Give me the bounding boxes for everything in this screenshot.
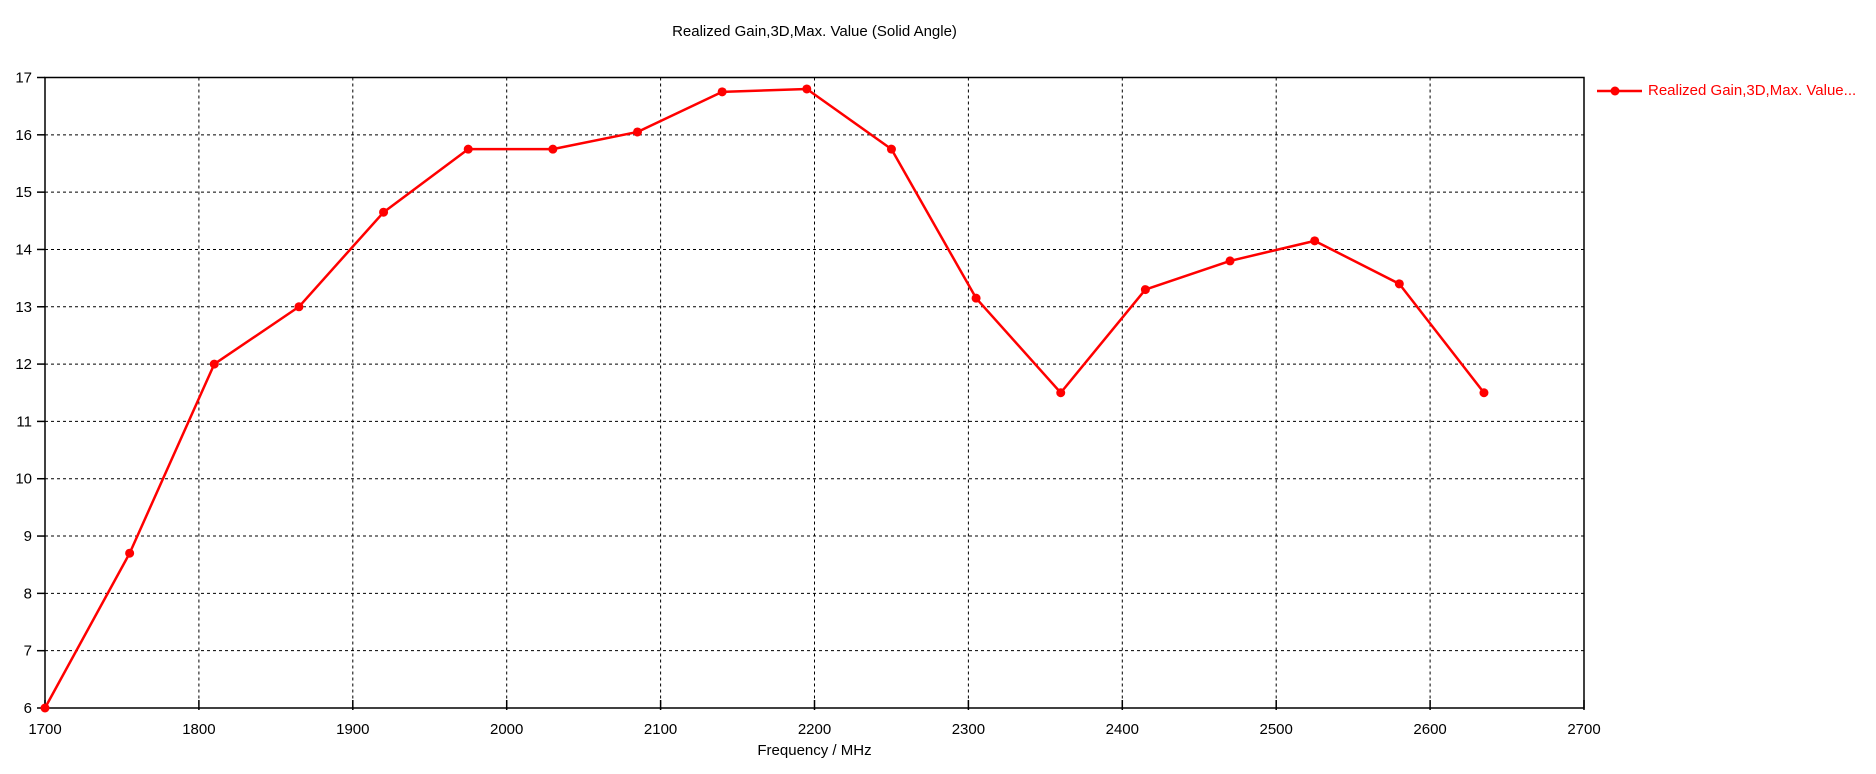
- data-point-marker: [1056, 388, 1066, 398]
- y-tick-label: 15: [15, 184, 32, 201]
- x-tick-label: 2400: [1106, 721, 1139, 738]
- x-tick-label: 1700: [28, 721, 61, 738]
- x-tick-label: 2700: [1567, 721, 1600, 738]
- data-point-marker: [1394, 279, 1404, 289]
- x-tick-label: 2100: [644, 721, 677, 738]
- x-tick-label: 2000: [490, 721, 523, 738]
- x-tick-label: 2300: [952, 721, 985, 738]
- data-point-marker: [1225, 256, 1235, 266]
- data-point-marker: [1479, 388, 1489, 398]
- legend-marker-icon: [1597, 86, 1642, 95]
- data-point-marker: [1310, 236, 1320, 246]
- x-tick-label: 2200: [798, 721, 831, 738]
- series-line: [43, 87, 1485, 709]
- legend-label: Realized Gain,3D,Max. Value...: [1648, 82, 1857, 99]
- data-point-marker: [379, 207, 389, 217]
- data-point-marker: [971, 293, 981, 303]
- chart-title: Realized Gain,3D,Max. Value (Solid Angle…: [672, 23, 957, 40]
- y-tick-label: 11: [16, 413, 32, 430]
- x-tick-label: 2600: [1413, 721, 1446, 738]
- data-point-marker: [125, 548, 135, 558]
- legend: Realized Gain,3D,Max. Value...: [1597, 82, 1856, 99]
- data-point-marker: [633, 127, 643, 137]
- y-tick-label: 12: [15, 356, 32, 373]
- y-tick-label: 7: [24, 643, 32, 660]
- y-tick-label: 17: [15, 70, 32, 87]
- y-tick-label: 8: [24, 585, 32, 602]
- data-point-marker: [40, 703, 50, 713]
- data-point-marker: [717, 87, 727, 97]
- data-point-marker: [294, 302, 304, 312]
- data-point-marker: [802, 84, 812, 94]
- x-tick-label: 1900: [336, 721, 369, 738]
- y-tick-label: 13: [15, 299, 32, 316]
- data-point-marker: [886, 144, 896, 154]
- y-tick-label: 6: [24, 700, 32, 717]
- y-tick-label: 16: [15, 127, 32, 144]
- data-point-marker: [548, 144, 558, 154]
- y-tick-label: 14: [15, 241, 32, 258]
- data-point-marker: [209, 359, 219, 369]
- x-tick-label: 2500: [1260, 721, 1293, 738]
- data-point-marker: [1140, 285, 1150, 295]
- data-point-marker: [463, 144, 473, 154]
- x-tick-label: 1800: [182, 721, 215, 738]
- x-axis-label: Frequency / MHz: [757, 742, 872, 759]
- y-tick-label: 9: [24, 528, 32, 545]
- y-tick-label: 10: [15, 471, 32, 488]
